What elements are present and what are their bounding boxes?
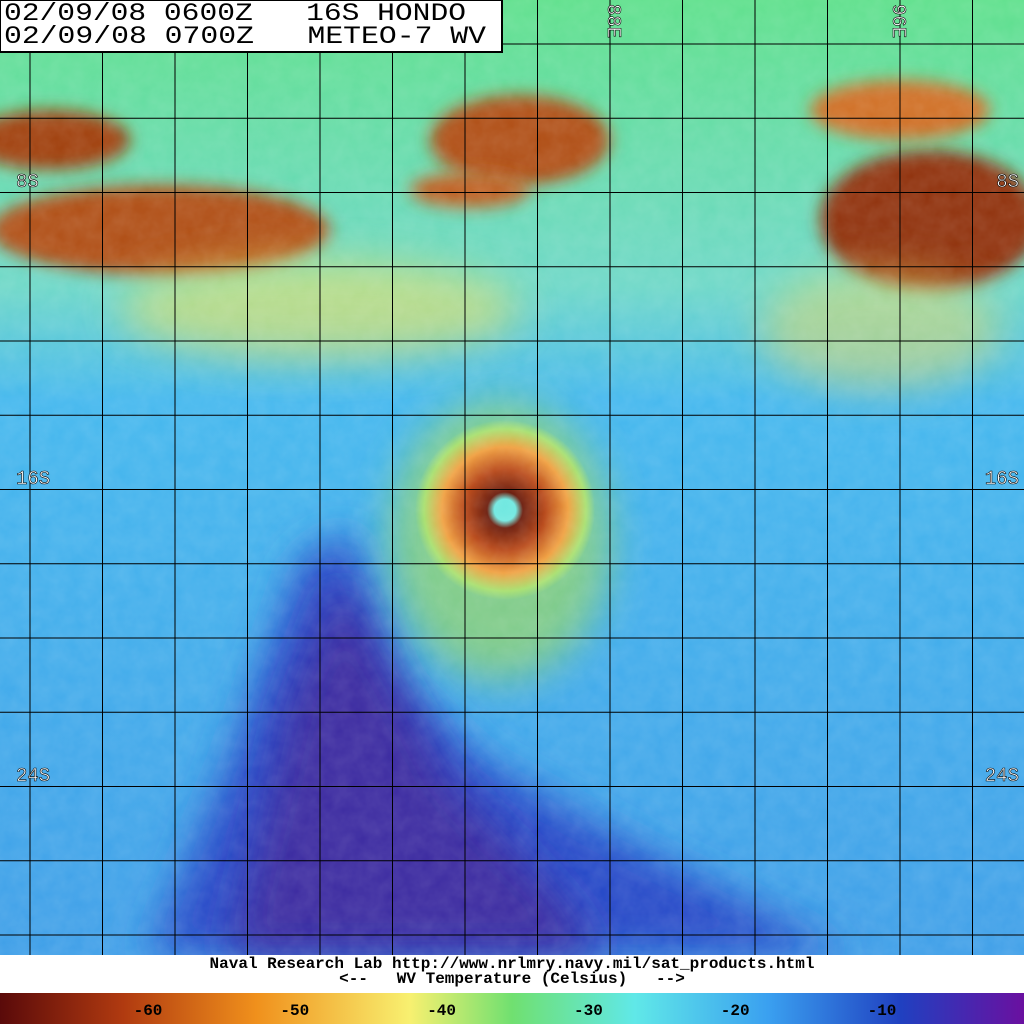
colorbar-tick-label: -50 xyxy=(280,1002,309,1020)
colorbar-tick-label: -40 xyxy=(427,1002,456,1020)
lat-lon-grid xyxy=(0,0,1024,955)
lat-label: 24S xyxy=(16,765,50,787)
colorbar-tick-label: -10 xyxy=(868,1002,897,1020)
lat-label: 24S xyxy=(985,765,1019,787)
footer xyxy=(0,955,1024,993)
lat-label: 8S xyxy=(16,171,39,193)
colorbar-tick-label: -20 xyxy=(721,1002,750,1020)
colorbar-tick-label: -30 xyxy=(574,1002,603,1020)
credit: Naval Research Lab http://www.nrlmry.nav… xyxy=(210,955,815,973)
colorbar-ticks: -60 -50 -40 -30 -20 -10 xyxy=(134,1002,897,1020)
lat-label: 16S xyxy=(985,468,1019,490)
lon-label: 88E xyxy=(602,4,624,38)
lat-label: 8S xyxy=(996,171,1019,193)
header-line: 02/09/08 0600Z 16S HONDO xyxy=(4,0,466,28)
colorbar-tick-label: -60 xyxy=(134,1002,163,1020)
imagery xyxy=(0,0,1024,955)
header-box xyxy=(0,0,503,53)
header-line: 02/09/08 0700Z METEO-7 WV xyxy=(4,22,486,51)
lon-label: 96E xyxy=(887,4,909,38)
colorbar xyxy=(0,993,1024,1024)
colorbar-title: <-- WV Temperature (Celsius) --> xyxy=(339,970,685,988)
lat-label: 16S xyxy=(16,468,50,490)
